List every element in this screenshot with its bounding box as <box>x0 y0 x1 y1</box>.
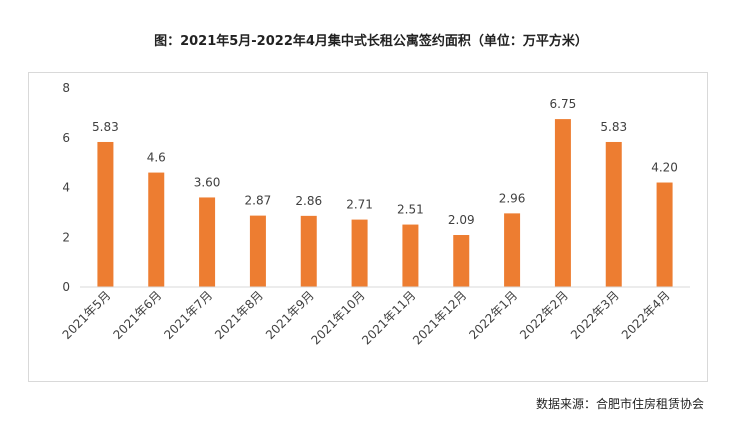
data-source-note: 数据来源：合肥市住房租赁协会 <box>535 397 704 411</box>
bar <box>249 215 266 287</box>
x-tick-label: 2021年11月 <box>359 288 418 347</box>
bar <box>402 224 419 287</box>
bar-value-label: 5.83 <box>92 120 119 134</box>
x-axis: 2021年5月2021年6月2021年7月2021年8月2021年9月2021年… <box>60 286 690 347</box>
bar-value-label: 2.96 <box>499 191 526 205</box>
x-tick-label: 2021年10月 <box>308 288 367 347</box>
bar-value-label: 4.6 <box>147 151 166 165</box>
x-tick-label: 2021年5月 <box>60 288 114 342</box>
bar-value-label: 2.71 <box>346 198 373 212</box>
x-tick-label: 2021年8月 <box>212 288 266 342</box>
bar <box>148 172 165 287</box>
y-axis: 0 2 4 6 8 <box>62 81 70 294</box>
x-tick-label: 2021年9月 <box>263 288 317 342</box>
bar-value-label: 2.86 <box>295 194 322 208</box>
bar-value-label: 3.60 <box>194 175 221 189</box>
bar <box>504 213 521 287</box>
y-tick-label: 8 <box>62 81 70 95</box>
chart-frame <box>28 72 708 382</box>
y-tick-label: 2 <box>62 230 70 244</box>
bar <box>300 215 317 287</box>
x-tick-label: 2022年3月 <box>568 288 622 342</box>
y-tick-label: 0 <box>62 280 70 294</box>
x-tick-label: 2022年2月 <box>517 288 571 342</box>
x-tick-label: 2021年7月 <box>161 288 215 342</box>
bar-value-label: 4.20 <box>651 161 678 175</box>
x-tick-label: 2022年1月 <box>466 288 520 342</box>
bar-value-label: 6.75 <box>550 97 577 111</box>
bar <box>554 119 571 287</box>
bar <box>97 141 114 287</box>
bar <box>656 182 673 287</box>
chart-title: 图：2021年5月-2022年4月集中式长租公寓签约面积（单位：万平方米） <box>154 34 588 49</box>
y-tick-label: 4 <box>62 181 70 195</box>
y-tick-label: 6 <box>62 131 70 145</box>
bar <box>605 141 622 287</box>
bar <box>351 219 368 287</box>
x-tick-label: 2021年6月 <box>110 288 164 342</box>
x-tick-label: 2022年4月 <box>619 288 673 342</box>
bar-value-label: 5.83 <box>600 120 627 134</box>
bar-series: 5.83 4.6 3.60 2.87 2.86 2.71 2.51 2.09 2.96 6.75 5… <box>92 97 678 287</box>
bar <box>199 197 216 287</box>
bar-value-label: 2.51 <box>397 203 424 217</box>
bar-value-label: 2.09 <box>448 213 475 227</box>
x-tick-label: 2021年12月 <box>410 288 469 347</box>
bar-value-label: 2.87 <box>245 194 272 208</box>
bar <box>453 235 470 287</box>
